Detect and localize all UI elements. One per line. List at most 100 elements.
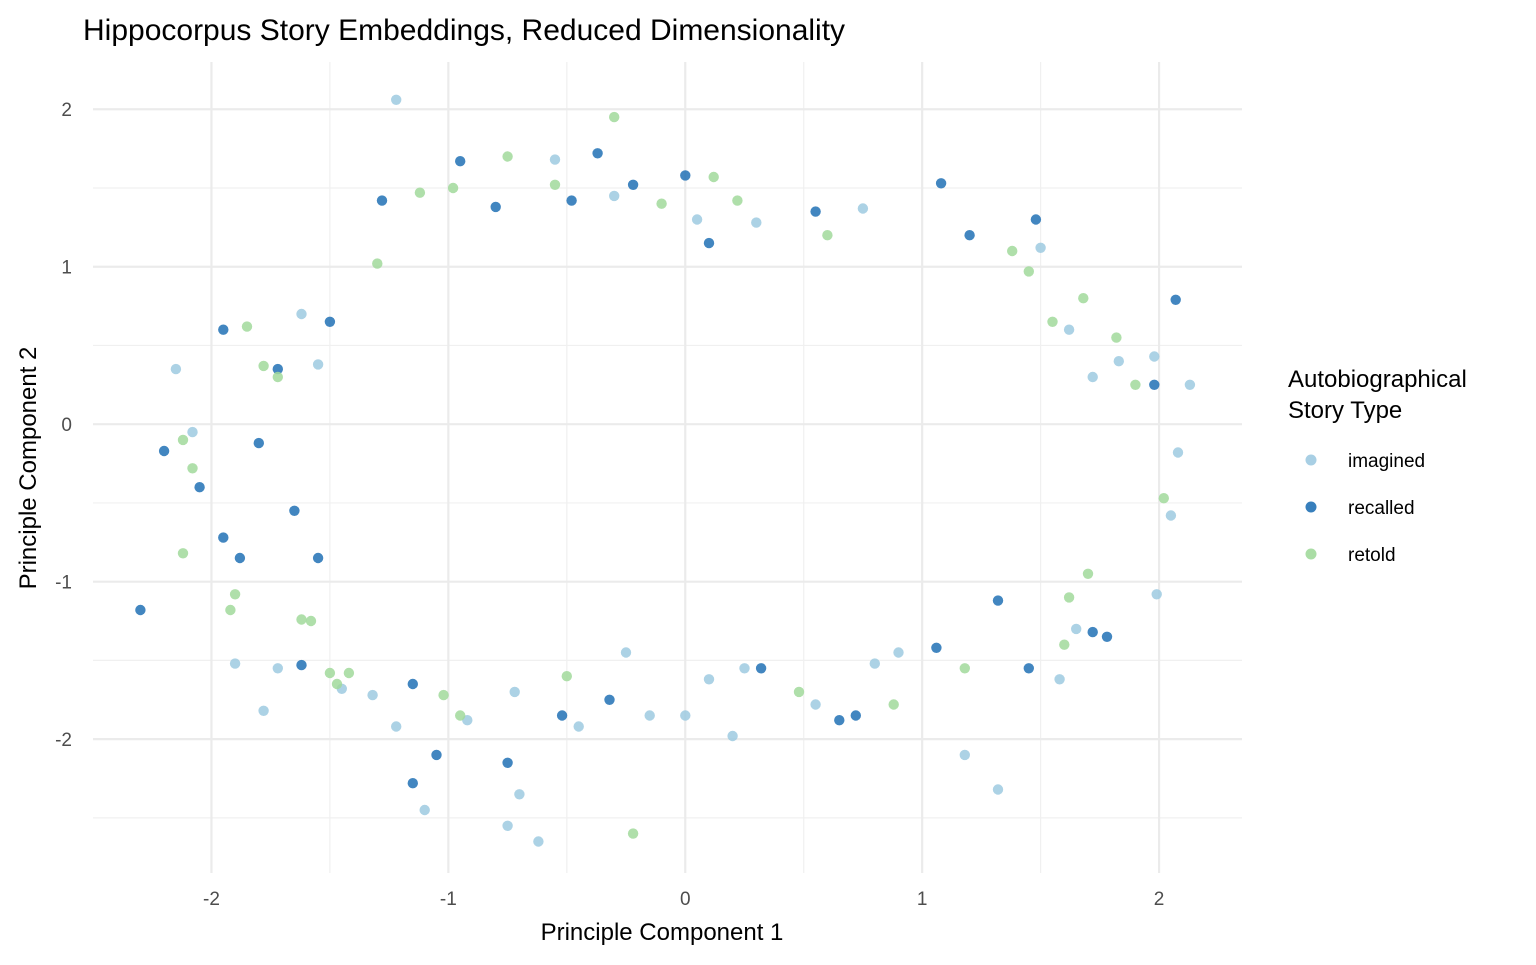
point-imagined [727,730,738,742]
point-retold [708,171,719,183]
point-retold [1078,293,1089,304]
point-recalled [490,201,501,213]
point-recalled [627,179,639,190]
point-imagined [739,663,750,674]
point-imagined [1184,379,1196,390]
point-imagined [258,705,269,716]
point-recalled [1087,626,1098,638]
point-retold [229,589,241,600]
point-imagined [609,190,620,202]
point-imagined [229,658,241,669]
point-recalled [194,482,205,493]
point-retold [1007,245,1018,257]
point-imagined [514,789,525,800]
point-retold [1059,639,1070,650]
point-imagined [680,710,691,721]
point-retold [502,151,513,162]
legend: Autobiographical Story Type imagined reca… [1288,366,1467,566]
point-imagined [1054,674,1065,685]
legend-key-retold [1305,548,1317,560]
point-retold [305,615,317,627]
point-retold [331,678,343,690]
point-retold [343,667,355,679]
point-recalled [234,552,246,564]
point-retold [1130,379,1141,390]
point-recalled [604,694,615,705]
point-recalled [1170,294,1181,305]
point-recalled [407,678,418,690]
point-retold [241,321,253,332]
point-recalled [158,445,170,457]
point-recalled [810,206,821,217]
point-imagined [187,426,198,438]
point-imagined [869,658,880,669]
point-recalled [1149,379,1160,390]
point-recalled [218,532,229,543]
point-retold [609,111,620,123]
point-retold [1158,493,1170,504]
point-imagined [367,689,378,701]
legend-label-imagined: imagined [1348,451,1425,472]
point-retold [793,686,805,698]
point-imagined [1087,371,1098,383]
x-tick-label: -2 [203,889,220,910]
point-retold [822,230,833,241]
point-retold [177,548,189,559]
x-tick-label: 0 [680,889,691,910]
point-retold [272,371,283,383]
point-retold [225,604,236,616]
point-imagined [391,721,402,732]
point-retold [549,179,561,190]
point-recalled [834,715,845,726]
point-imagined [1063,324,1075,335]
point-retold [959,663,970,674]
point-imagined [620,647,632,658]
point-recalled [566,195,577,206]
point-imagined [391,94,402,106]
point-retold [627,828,639,839]
point-imagined [419,804,430,816]
y-axis-label: Principle Component 2 [15,347,42,590]
point-imagined [1035,242,1046,253]
point-recalled [272,363,283,375]
x-axis-label: Principle Component 1 [541,919,784,946]
point-recalled [218,324,229,335]
point-retold [447,182,459,194]
point-recalled [376,195,388,206]
point-imagined [1172,447,1184,458]
point-imagined [644,710,655,721]
point-retold [1023,266,1034,277]
y-tick-label: 2 [61,100,72,121]
point-recalled [324,316,336,327]
point-retold [1047,316,1058,327]
point-retold [296,614,307,625]
point-recalled [407,778,418,789]
point-recalled [312,552,324,564]
point-retold [732,195,743,206]
point-retold [888,699,899,710]
point-recalled [296,659,307,671]
point-recalled [755,663,767,674]
legend-key-imagined [1305,454,1317,466]
legend-label-retold: retold [1348,545,1396,566]
legend-items: imagined recalled retold [1305,451,1425,566]
point-recalled [850,710,861,721]
point-recalled [935,178,947,189]
point-recalled [431,749,442,761]
chart-title: Hippocorpus Story Embeddings, Reduced Di… [83,14,845,47]
point-retold [414,187,426,198]
point-retold [187,463,198,474]
legend-key-recalled [1305,501,1317,513]
grid-layer [93,62,1242,873]
point-imagined [703,674,715,685]
x-tick-label: 1 [917,889,928,910]
point-retold [438,689,449,701]
point-retold [656,198,667,209]
legend-title-line-1: Autobiographical [1288,366,1467,393]
point-recalled [289,505,300,516]
point-imagined [509,686,520,698]
point-recalled [703,237,715,249]
point-recalled [502,757,513,768]
